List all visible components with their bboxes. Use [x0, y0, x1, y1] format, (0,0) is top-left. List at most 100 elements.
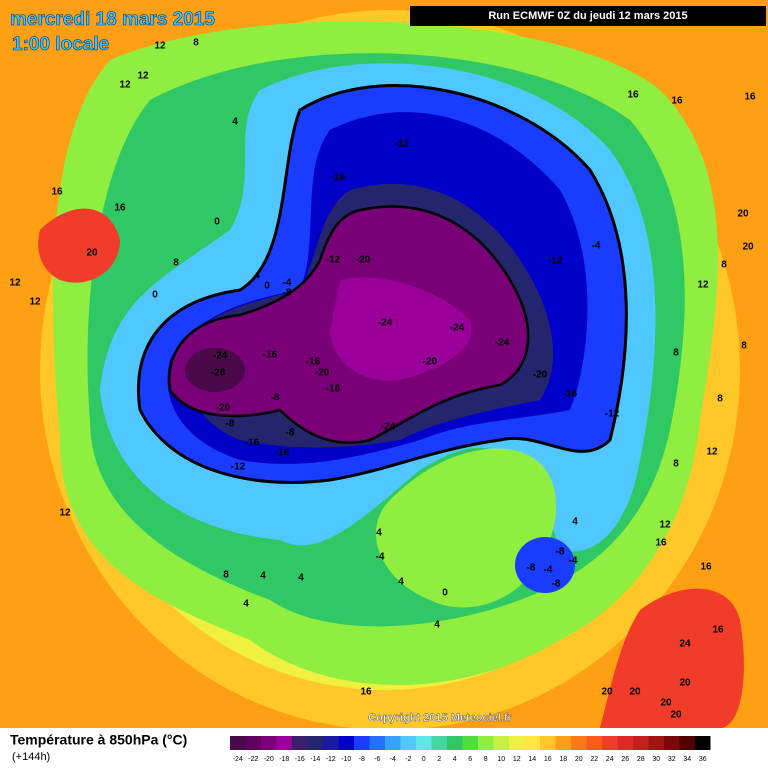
contour-label: 20 [670, 710, 682, 721]
color-swatch [509, 736, 525, 750]
scale-label: 16 [544, 756, 552, 763]
contour-label: 20 [86, 248, 98, 259]
color-swatch [462, 736, 478, 750]
scale-label: 32 [668, 756, 676, 763]
contour-label: 8 [717, 394, 723, 405]
scale-label: -6 [374, 756, 380, 763]
scale-label: 4 [453, 756, 457, 763]
color-swatch [664, 736, 680, 750]
scale-label: -8 [359, 756, 365, 763]
contour-label: 8 [721, 260, 727, 271]
contour-label: 8 [673, 348, 679, 359]
color-swatch [571, 736, 587, 750]
contour-label: 20 [737, 209, 749, 220]
contour-label: 4 [434, 620, 440, 631]
contour-label: -12 [548, 256, 563, 267]
scale-label: -24 [233, 756, 243, 763]
scale-label: 26 [621, 756, 629, 763]
scale-label: 34 [683, 756, 691, 763]
contour-label: 12 [59, 508, 71, 519]
contour-label: 20 [601, 687, 613, 698]
contour-label: 20 [629, 687, 641, 698]
contour-label: 8 [673, 459, 679, 470]
scale-label: 8 [484, 756, 488, 763]
color-swatch [478, 736, 494, 750]
color-swatch [555, 736, 571, 750]
scale-label: 12 [513, 756, 521, 763]
contour-label: 20 [742, 242, 754, 253]
color-swatch [338, 736, 354, 750]
scale-label: -14 [310, 756, 320, 763]
contour-label: -20 [356, 255, 371, 266]
scale-label: 36 [699, 756, 707, 763]
contour-label: -24 [213, 351, 228, 362]
contour-label: 4 [398, 577, 404, 588]
scale-label: -22 [248, 756, 258, 763]
color-swatch [617, 736, 633, 750]
scale-label: -16 [295, 756, 305, 763]
contour-label: 16 [51, 187, 63, 198]
color-swatch [307, 736, 323, 750]
scale-label: 22 [590, 756, 598, 763]
contour-label: -8 [527, 563, 536, 574]
color-swatch [369, 736, 385, 750]
scale-label: 30 [652, 756, 660, 763]
scale-label: -10 [341, 756, 351, 763]
color-swatch [323, 736, 339, 750]
contour-label: 0 [264, 281, 270, 292]
contour-label: -4 [376, 552, 385, 563]
scale-label: -4 [390, 756, 396, 763]
color-swatch [416, 736, 432, 750]
contour-label: 4 [243, 599, 249, 610]
contour-label: 0 [152, 290, 158, 301]
contour-label: 16 [360, 687, 372, 698]
scale-label: 14 [528, 756, 536, 763]
contour-label: -12 [395, 139, 410, 150]
scale-label: -18 [279, 756, 289, 763]
contour-label: -4 [544, 565, 553, 576]
color-swatch [447, 736, 463, 750]
scale-label: -2 [405, 756, 411, 763]
contour-label: 12 [706, 447, 718, 458]
color-swatch [602, 736, 618, 750]
contour-label: -16 [563, 389, 578, 400]
contour-label: 16 [744, 92, 756, 103]
contour-label: -8 [283, 288, 292, 299]
scale-label: -12 [326, 756, 336, 763]
contour-label: 4 [298, 573, 304, 584]
contour-label: -20 [216, 403, 231, 414]
contour-label: -4 [569, 556, 578, 567]
color-swatch [679, 736, 695, 750]
legend-subtitle: (+144h) [12, 751, 50, 763]
contour-label: -4 [592, 241, 601, 252]
contour-label: 4 [260, 571, 266, 582]
contour-label: 24 [679, 639, 691, 650]
contour-label: -24 [495, 338, 510, 349]
scale-label: 10 [497, 756, 505, 763]
color-swatch [431, 736, 447, 750]
contour-label: -24 [381, 422, 396, 433]
color-swatch [400, 736, 416, 750]
contour-label: -12 [605, 409, 620, 420]
contour-label: -16 [326, 384, 341, 395]
color-swatch [695, 736, 711, 750]
contour-label: 4 [232, 117, 238, 128]
contour-labels: -12-16-20-12-24 -24-24-20-20-16-12-12-4-2… [9, 38, 756, 721]
copyright: Copyright 2015 Meteociel.fr [368, 712, 512, 724]
contour-label: 12 [119, 80, 131, 91]
scale-label: 18 [559, 756, 567, 763]
contour-label: 8 [741, 341, 747, 352]
color-swatch [292, 736, 308, 750]
contour-label: 16 [700, 562, 712, 573]
time: 1:00 locale [12, 34, 109, 55]
contour-label: 12 [697, 280, 709, 291]
contour-label: 0 [214, 217, 220, 228]
contour-label: -16 [245, 438, 260, 449]
color-swatch [385, 736, 401, 750]
color-swatch [540, 736, 556, 750]
contour-label: -16 [263, 350, 278, 361]
contour-label: -28 [211, 368, 226, 379]
contour-label: 12 [154, 41, 166, 52]
scale-label: 2 [437, 756, 441, 763]
contour-label: -16 [306, 357, 321, 368]
